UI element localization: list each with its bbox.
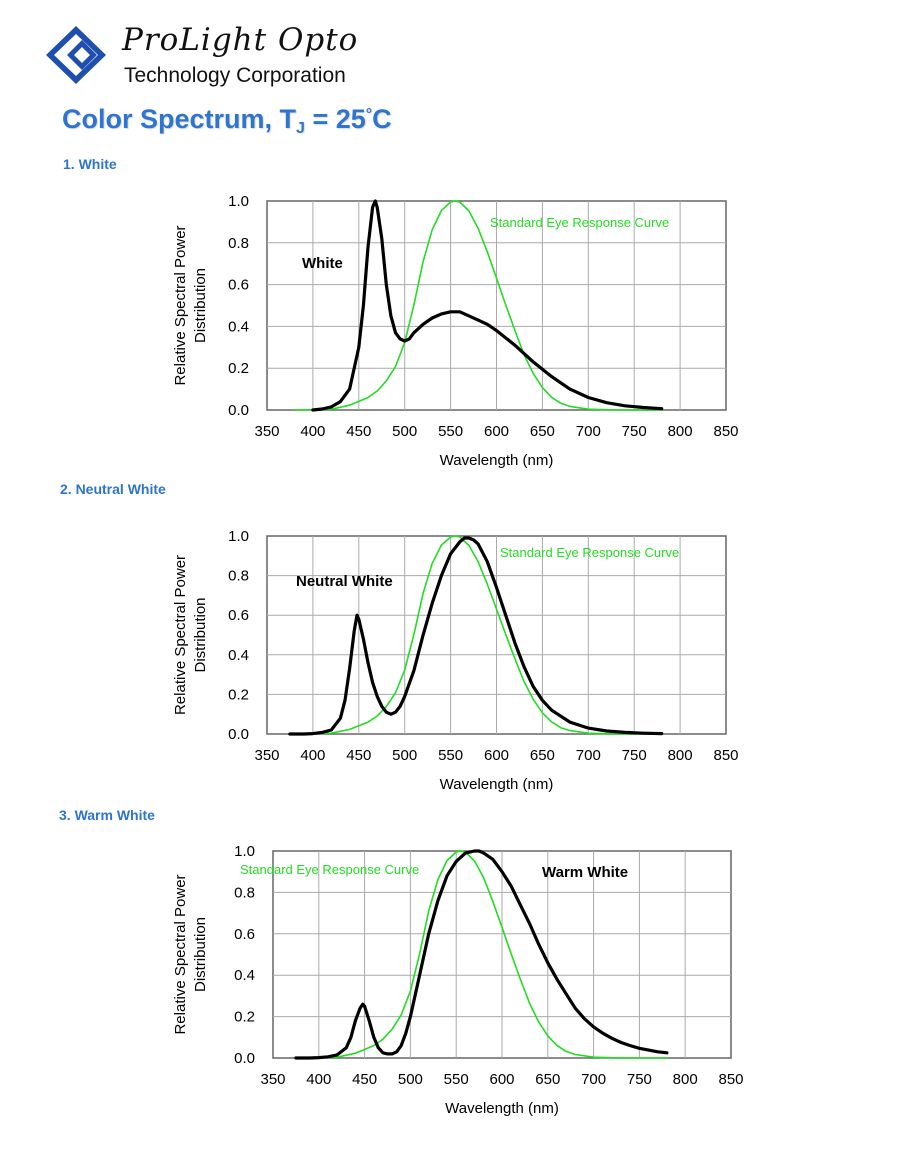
eye-curve-annotation: Standard Eye Response Curve [240,862,419,877]
x-axis-label: Wavelength (nm) [440,776,554,793]
y-tick-label: 1.0 [228,193,249,210]
page-title-degree: ° [365,106,373,123]
x-tick-label: 450 [346,747,371,764]
section-label-neutral-white: 2. Neutral White [60,481,166,497]
y-tick-label: 0.4 [228,318,249,335]
x-tick-label: 850 [718,1071,743,1088]
series-annotation: White [302,255,343,272]
eye-response-curve [299,850,668,1059]
x-tick-label: 450 [352,1071,377,1088]
x-axis-label: Wavelength (nm) [440,452,554,469]
y-tick-label: 0.8 [228,568,249,585]
brand-name: ProLight Opto [122,22,359,58]
series-annotation: Neutral White [296,573,393,590]
x-tick-label: 350 [254,423,279,440]
x-tick-label: 800 [668,423,693,440]
y-axis-label-line1: Relative Spectral Power [172,225,189,385]
page-title-unit: C [372,104,392,134]
y-tick-label: 0.2 [228,686,249,703]
x-tick-label: 550 [444,1071,469,1088]
spectrum-chart-white: 350 400 450 500 550 600 650 700 750 800 850 0.0 0.2 0… [172,193,739,469]
x-tick-label: 650 [535,1071,560,1088]
x-tick-label: 450 [346,423,371,440]
y-tick-label: 0.8 [228,235,249,252]
y-tick-label: 0.0 [234,1050,255,1067]
x-tick-label: 750 [622,747,647,764]
x-tick-label: 350 [254,747,279,764]
brand-subtitle: Technology Corporation [124,64,346,87]
y-axis-label-line1: Relative Spectral Power [172,555,189,715]
y-tick-label: 0.2 [228,360,249,377]
x-tick-label: 600 [484,423,509,440]
eye-response-curve [293,535,663,735]
y-tick-label: 0.2 [234,1009,255,1026]
x-tick-label: 700 [581,1071,606,1088]
y-tick-label: 0.0 [228,402,249,419]
spectrum-chart-warm-white: 350 400 450 500 550 600 650 700 750 800 850 0.0 0.2 0… [172,843,744,1117]
x-tick-label: 700 [576,747,601,764]
y-tick-label: 0.6 [234,926,255,943]
eye-curve-annotation: Standard Eye Response Curve [500,545,679,560]
y-axis-label-line2: Distribution [192,268,209,343]
eye-response-curve [293,200,663,411]
x-tick-label: 550 [438,747,463,764]
led-spectrum-curve [294,849,669,1060]
x-tick-label: 850 [713,747,738,764]
y-tick-label: 0.8 [234,884,255,901]
x-tick-label: 600 [484,747,509,764]
x-tick-label: 400 [300,747,325,764]
y-tick-label: 1.0 [228,528,249,545]
page-title: Color Spectrum, TJ = 25°C [62,104,392,138]
x-tick-label: 400 [306,1071,331,1088]
eye-curve-annotation: Standard Eye Response Curve [490,215,669,230]
x-tick-label: 800 [673,1071,698,1088]
x-tick-label: 750 [622,423,647,440]
company-logo-icon [46,26,106,84]
x-tick-label: 700 [576,423,601,440]
led-spectrum-curve [288,536,664,736]
y-axis-label-line2: Distribution [192,917,209,992]
y-tick-label: 1.0 [234,843,255,860]
led-spectrum-curve [311,199,664,412]
x-tick-label: 850 [713,423,738,440]
section-label-white: 1. White [63,156,117,172]
y-tick-label: 0.4 [228,647,249,664]
y-axis-label-line1: Relative Spectral Power [172,874,189,1034]
x-tick-label: 400 [300,423,325,440]
y-axis-label-line2: Distribution [192,597,209,672]
x-tick-label: 650 [530,423,555,440]
x-tick-label: 600 [489,1071,514,1088]
series-annotation: Warm White [542,864,628,881]
x-tick-label: 800 [668,747,693,764]
x-tick-label: 650 [530,747,555,764]
y-tick-label: 0.4 [234,967,255,984]
y-tick-label: 0.6 [228,277,249,294]
x-tick-label: 750 [627,1071,652,1088]
page-title-equals: = 25 [304,104,366,134]
section-label-warm-white: 3. Warm White [59,807,155,823]
x-tick-label: 500 [392,747,417,764]
page-title-subscript: J [296,120,305,137]
x-tick-label: 350 [260,1071,285,1088]
y-tick-label: 0.6 [228,607,249,624]
x-tick-label: 500 [392,423,417,440]
x-axis-label: Wavelength (nm) [445,1100,559,1117]
page-title-main: Color Spectrum, T [62,104,297,134]
x-tick-label: 500 [398,1071,423,1088]
y-tick-label: 0.0 [228,726,249,743]
spectrum-chart-neutral-white: 350 400 450 500 550 600 650 700 750 800 850 0.0 0.2 0… [172,528,739,793]
x-tick-label: 550 [438,423,463,440]
